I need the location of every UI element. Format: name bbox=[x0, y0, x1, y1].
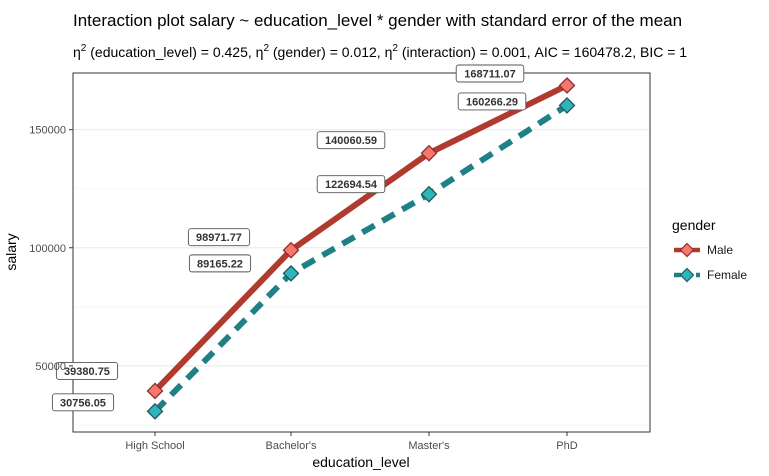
legend: gender Male Female bbox=[672, 217, 747, 283]
data-point-male bbox=[282, 241, 300, 259]
eta-superscript: 2 bbox=[392, 43, 398, 54]
data-point-female bbox=[558, 97, 576, 114]
axes: 50000 100000 150000 High School Bachelor's Ma… bbox=[29, 125, 577, 452]
legend-label-male: Male bbox=[707, 243, 733, 257]
chart-subtitle: η2 (education_level) = 0.425, η2 (gender… bbox=[73, 43, 687, 60]
data-points bbox=[146, 77, 576, 420]
legend-key-marker bbox=[679, 242, 695, 258]
x-axis-title: education_level bbox=[312, 454, 409, 470]
series-line-female bbox=[152, 102, 569, 414]
legend-title: gender bbox=[672, 217, 716, 233]
data-label-box bbox=[457, 92, 527, 111]
y-tick-label: 150000 bbox=[29, 125, 66, 137]
data-label-box bbox=[316, 175, 386, 194]
legend-key-female bbox=[674, 267, 700, 283]
data-label-box bbox=[188, 254, 252, 273]
data-label: 140060.59 bbox=[325, 135, 377, 147]
data-label: 39380.75 bbox=[64, 366, 110, 378]
data-label: 98971.77 bbox=[196, 232, 242, 244]
legend-key-male bbox=[674, 242, 700, 258]
data-point-female bbox=[282, 264, 300, 282]
x-tick-label: PhD bbox=[556, 440, 577, 452]
data-label-box bbox=[455, 64, 525, 83]
y-tick-label: 50000 bbox=[35, 361, 66, 373]
y-tick-label: 100000 bbox=[29, 243, 66, 255]
x-tick-label: High School bbox=[125, 440, 184, 452]
chart-title: Interaction plot salary ~ education_leve… bbox=[73, 11, 682, 30]
data-label: 168711.07 bbox=[464, 68, 515, 80]
eta-symbol: η bbox=[256, 44, 264, 60]
data-label: 30756.05 bbox=[60, 397, 106, 409]
subtitle-part-2: (gender) = 0.012, bbox=[269, 44, 385, 60]
legend-label-female: Female bbox=[707, 268, 747, 282]
eta-symbol: η bbox=[73, 44, 81, 60]
data-label-box bbox=[55, 361, 119, 380]
data-label-box bbox=[187, 228, 251, 247]
data-label-box bbox=[51, 393, 115, 412]
series-lines bbox=[152, 82, 569, 414]
subtitle-part-3: (interaction) = 0.001, AIC = 160478.2, B… bbox=[398, 44, 687, 60]
data-point-male bbox=[558, 77, 576, 94]
data-label: 89165.22 bbox=[197, 258, 243, 270]
plot-panel bbox=[72, 72, 651, 433]
data-label: 160266.29 bbox=[466, 96, 518, 108]
data-labels: 39380.75 98971.77 140060.59 168711.07 30756.… bbox=[51, 64, 527, 412]
eta-superscript: 2 bbox=[263, 43, 269, 54]
x-tick-label: Bachelor's bbox=[265, 440, 317, 452]
legend-key-marker bbox=[679, 267, 695, 283]
x-tick-label: Master's bbox=[408, 440, 450, 452]
data-point-male bbox=[146, 382, 164, 400]
data-label: 122694.54 bbox=[325, 179, 378, 191]
eta-symbol: η bbox=[385, 44, 393, 60]
data-point-female bbox=[146, 402, 164, 420]
subtitle-part-1: (education_level) = 0.425, bbox=[86, 44, 255, 60]
y-axis-title: salary bbox=[3, 233, 19, 270]
data-label-box bbox=[316, 131, 386, 150]
data-point-male bbox=[420, 144, 438, 162]
eta-superscript: 2 bbox=[81, 43, 87, 54]
gridlines bbox=[74, 129, 649, 426]
data-point-female bbox=[420, 185, 438, 203]
series-line-male bbox=[152, 82, 569, 394]
